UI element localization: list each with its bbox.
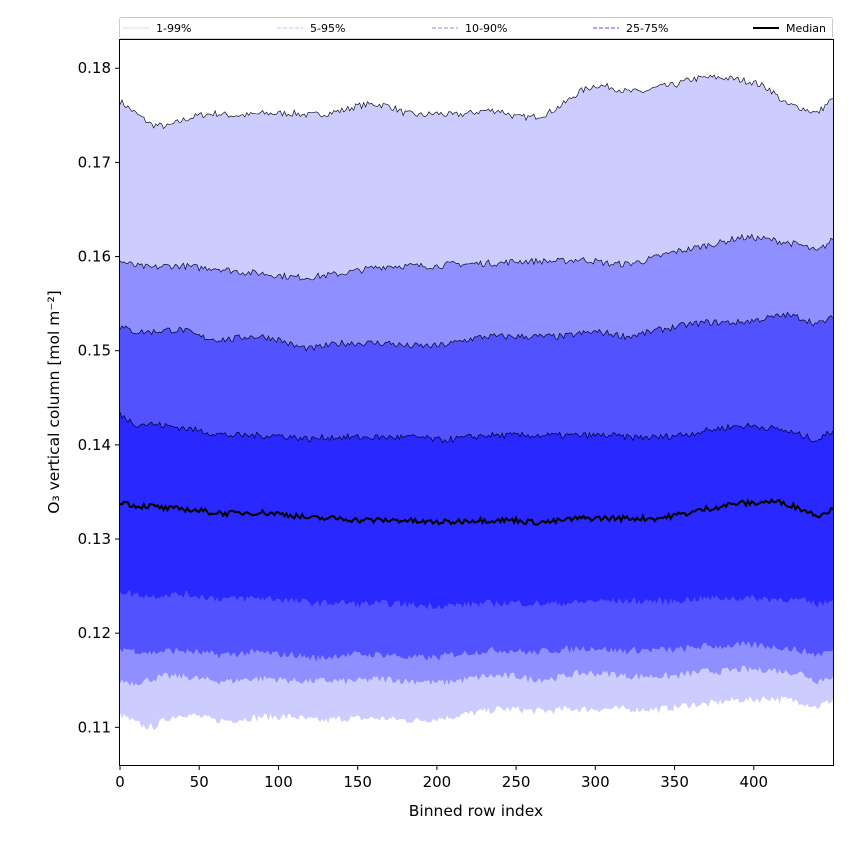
legend-label: 1-99% xyxy=(156,22,191,35)
x-tick-label: 100 xyxy=(264,773,293,791)
plot-frame xyxy=(119,39,834,766)
median-series xyxy=(119,497,834,526)
band-upper-line-10-90pct xyxy=(119,311,834,352)
x-tick-label: 200 xyxy=(423,773,452,791)
legend-label: 5-95% xyxy=(310,22,345,35)
legend-label: Median xyxy=(786,22,826,35)
x-tick-label: 0 xyxy=(115,773,125,791)
y-tick-label: 0.15 xyxy=(78,342,111,360)
y-tick-label: 0.11 xyxy=(78,718,111,736)
x-tick-label: 50 xyxy=(190,773,209,791)
x-axis-label: Binned row index xyxy=(409,802,543,820)
x-tick-label: 350 xyxy=(660,773,689,791)
legend-label: 10-90% xyxy=(465,22,507,35)
legend: 1-99% 5-95% 10-90% 25-75% Median xyxy=(119,17,833,39)
y-axis-label: O₃ vertical column [mol m⁻²] xyxy=(45,290,63,513)
y-tick-label: 0.18 xyxy=(78,59,111,77)
x-tick-label: 300 xyxy=(581,773,610,791)
x-axis: 0 50 100 150 200 250 300 350 400 xyxy=(115,765,768,791)
legend-label: 25-75% xyxy=(626,22,668,35)
median-line xyxy=(119,497,834,526)
percentile-bands xyxy=(119,74,834,731)
x-tick-label: 250 xyxy=(502,773,531,791)
y-tick-label: 0.14 xyxy=(78,436,111,454)
percentile-lines xyxy=(119,74,834,444)
y-tick-label: 0.13 xyxy=(78,530,111,548)
band-upper-line-1-99pct xyxy=(119,74,834,130)
y-axis: 0.11 0.12 0.13 0.14 0.15 0.16 0.17 0.18 xyxy=(78,59,120,736)
y-tick-label: 0.16 xyxy=(78,248,111,266)
x-tick-label: 400 xyxy=(739,773,768,791)
y-tick-label: 0.17 xyxy=(78,153,111,171)
band-upper-line-25-75pct xyxy=(119,412,834,444)
x-tick-label: 150 xyxy=(343,773,372,791)
band-25-75pct xyxy=(119,412,834,610)
y-tick-label: 0.12 xyxy=(78,624,111,642)
legend-box xyxy=(119,17,833,39)
band-upper-line-5-95pct xyxy=(119,233,834,281)
